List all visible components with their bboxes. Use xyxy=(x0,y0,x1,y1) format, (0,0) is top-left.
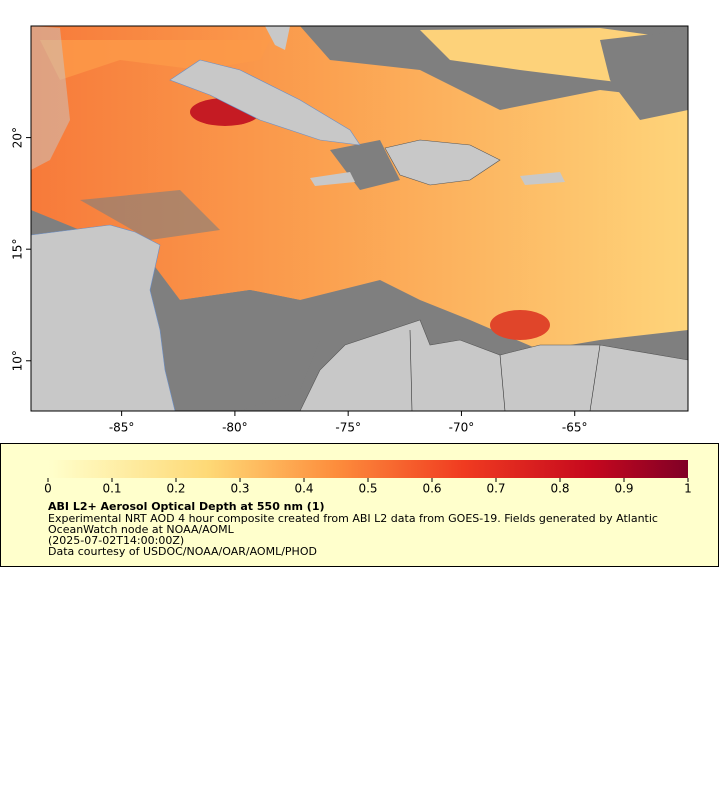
land-south-america xyxy=(299,319,688,411)
colorbar-tick-label: 0.8 xyxy=(550,482,569,496)
map-area xyxy=(31,26,688,411)
y-tick-label: 20° xyxy=(11,127,25,148)
colorbar-tick-label: 0.9 xyxy=(614,482,633,496)
y-tick-label: 10° xyxy=(11,350,25,371)
colorbar-tick-label: 0 xyxy=(44,482,52,496)
border xyxy=(409,329,601,411)
legend-line: OceanWatch node at NOAA/AOML xyxy=(48,523,235,536)
cloud-gap xyxy=(160,290,320,411)
colorbar-tick-label: 0.1 xyxy=(102,482,121,496)
colorbar-tick-label: 1 xyxy=(684,482,692,496)
y-tick-label: 15° xyxy=(11,239,25,260)
land-hispaniola xyxy=(384,139,501,186)
colorbar-tick-label: 0.4 xyxy=(294,482,313,496)
legend-line: (2025-07-02T14:00:00Z) xyxy=(48,534,184,547)
colorbar-tick-label: 0.5 xyxy=(358,482,377,496)
land-florida xyxy=(265,26,290,50)
legend-line: Data courtesy of USDOC/NOAA/OAR/AOML/PHO… xyxy=(48,545,317,558)
land-puerto-rico xyxy=(520,172,565,185)
colorbar xyxy=(48,460,688,478)
aerosol-field xyxy=(40,40,270,80)
land-yucatan xyxy=(31,26,70,170)
legend-line: Experimental NRT AOD 4 hour composite cr… xyxy=(48,512,658,525)
axes: -85° -80° -75° -70° -65° 10° 15° 20° xyxy=(11,127,588,435)
cloud-gap xyxy=(80,190,220,240)
legend-title: ABI L2+ Aerosol Optical Depth at 550 nm … xyxy=(48,500,325,513)
map-frame xyxy=(30,25,689,412)
x-tick-label: -70° xyxy=(449,421,475,435)
aerosol-plume xyxy=(490,310,550,340)
legend-lines: Experimental NRT AOD 4 hour composite cr… xyxy=(48,512,658,558)
colorbar-ticks: 0 0.1 0.2 0.3 0.4 0.5 0.6 0.7 0.8 0.9 1 xyxy=(44,478,692,496)
land-jamaica xyxy=(310,172,355,186)
colorbar-tick-label: 0.2 xyxy=(166,482,185,496)
land-central-america xyxy=(31,224,176,411)
colorbar-tick-label: 0.7 xyxy=(486,482,505,496)
x-tick-label: -75° xyxy=(335,421,361,435)
land-cuba xyxy=(169,59,361,146)
x-tick-label: -65° xyxy=(562,421,588,435)
x-tick-label: -80° xyxy=(222,421,248,435)
colorbar-tick-label: 0.3 xyxy=(230,482,249,496)
x-tick-label: -85° xyxy=(109,421,135,435)
colorbar-tick-label: 0.6 xyxy=(422,482,441,496)
cloud-gap xyxy=(330,140,400,190)
cloud-gap xyxy=(600,30,688,120)
